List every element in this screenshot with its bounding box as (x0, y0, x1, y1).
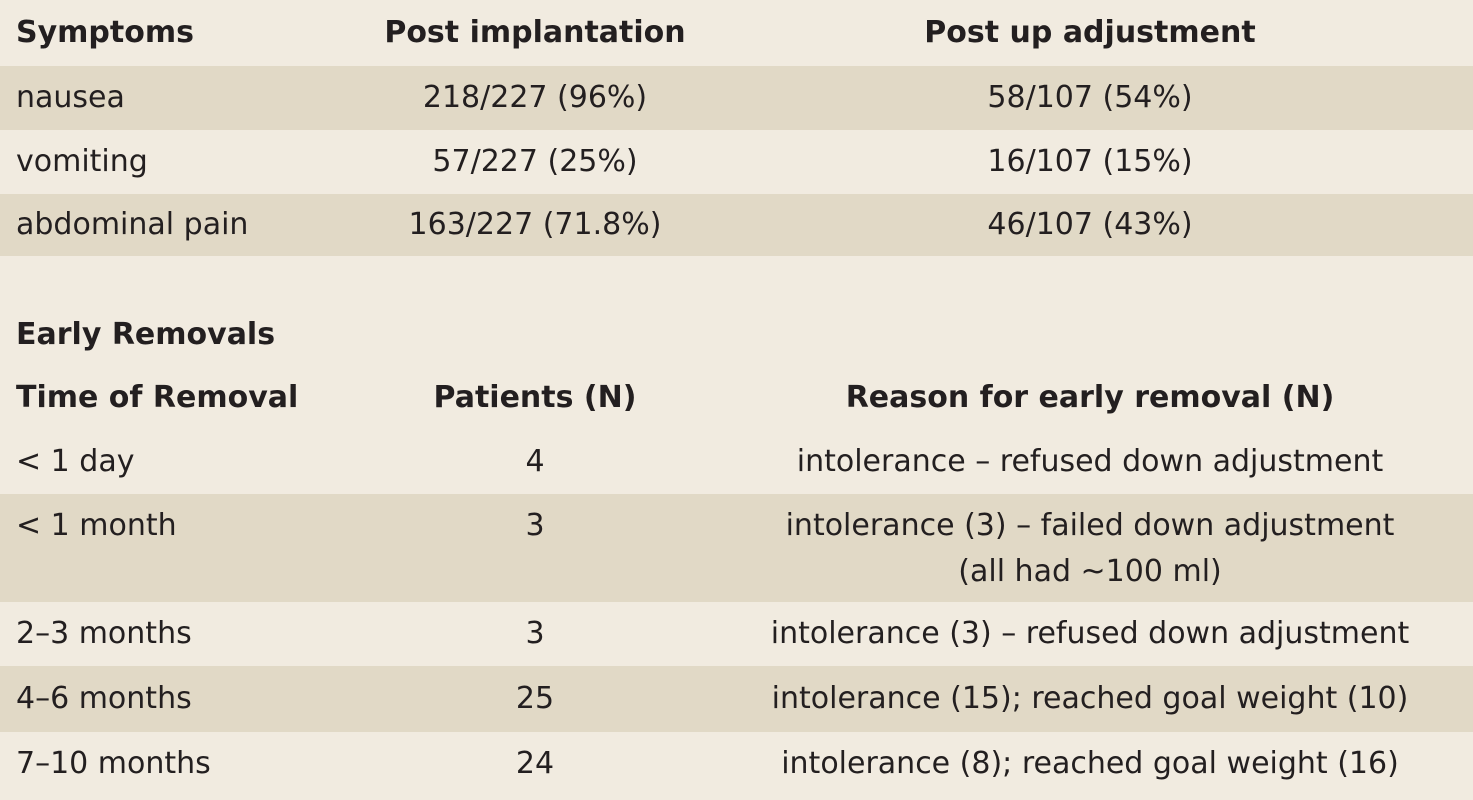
removal-time: 4–6 months (16, 681, 192, 716)
table-row: vomiting 57/227 (25%) 16/107 (15%) (0, 130, 1473, 194)
patients-count: 3 (525, 616, 545, 651)
symptoms-header-row: Symptoms Post implantation Post up adjus… (0, 0, 1473, 66)
removal-reason: intolerance – refused down adjustment (796, 444, 1384, 479)
patients-count: 4 (525, 444, 545, 479)
removal-reason: intolerance (3) – failed down adjustment… (740, 503, 1440, 595)
table-row: 2–3 months 3 intolerance (3) – refused d… (0, 602, 1473, 666)
table-row: abdominal pain 163/227 (71.8%) 46/107 (4… (0, 194, 1473, 256)
header-reason: Reason for early removal (N) (845, 380, 1335, 415)
early-removals-title: Early Removals (16, 317, 276, 352)
header-post-up-adjustment: Post up adjustment (924, 15, 1256, 50)
patients-count: 25 (515, 681, 555, 716)
removal-reason-line-1: intolerance (3) – failed down adjustment (785, 508, 1395, 543)
post-implantation-value: 57/227 (25%) (432, 144, 638, 179)
header-post-implantation: Post implantation (384, 15, 686, 50)
header-symptoms: Symptoms (16, 15, 194, 50)
patients-count: 3 (300, 503, 770, 549)
post-up-adjustment-value: 16/107 (15%) (987, 144, 1193, 179)
removal-time: 2–3 months (16, 616, 192, 651)
symptom-name: nausea (16, 80, 125, 115)
removal-reason-line-2: (all had ~100 ml) (958, 554, 1222, 589)
post-up-adjustment-value: 46/107 (43%) (987, 207, 1193, 242)
removal-time: < 1 month (16, 503, 177, 549)
removal-time: 7–10 months (16, 746, 211, 781)
table-row: 4–6 months 25 intolerance (15); reached … (0, 666, 1473, 732)
post-implantation-value: 163/227 (71.8%) (408, 207, 662, 242)
removal-reason: intolerance (15); reached goal weight (1… (771, 681, 1409, 716)
header-time-of-removal: Time of Removal (16, 380, 299, 415)
post-up-adjustment-value: 58/107 (54%) (987, 80, 1193, 115)
removal-time: < 1 day (16, 444, 135, 479)
patients-count-text: 3 (525, 508, 545, 543)
removal-reason: intolerance (8); reached goal weight (16… (781, 746, 1399, 781)
symptom-name: vomiting (16, 144, 148, 179)
removals-header-row: Time of Removal Patients (N) Reason for … (0, 366, 1473, 430)
section-title-row: Early Removals (0, 304, 1473, 366)
header-patients: Patients (N) (433, 380, 637, 415)
table-row: < 1 month 3 intolerance (3) – failed dow… (0, 494, 1473, 602)
symptom-name: abdominal pain (16, 207, 249, 242)
table-row: 7–10 months 24 intolerance (8); reached … (0, 732, 1473, 796)
removal-reason: intolerance (3) – refused down adjustmen… (770, 616, 1410, 651)
removal-time-text: < 1 month (16, 508, 177, 543)
patients-count: 24 (515, 746, 555, 781)
post-implantation-value: 218/227 (96%) (422, 80, 648, 115)
table-row: nausea 218/227 (96%) 58/107 (54%) (0, 66, 1473, 130)
table-row: < 1 day 4 intolerance – refused down adj… (0, 430, 1473, 494)
